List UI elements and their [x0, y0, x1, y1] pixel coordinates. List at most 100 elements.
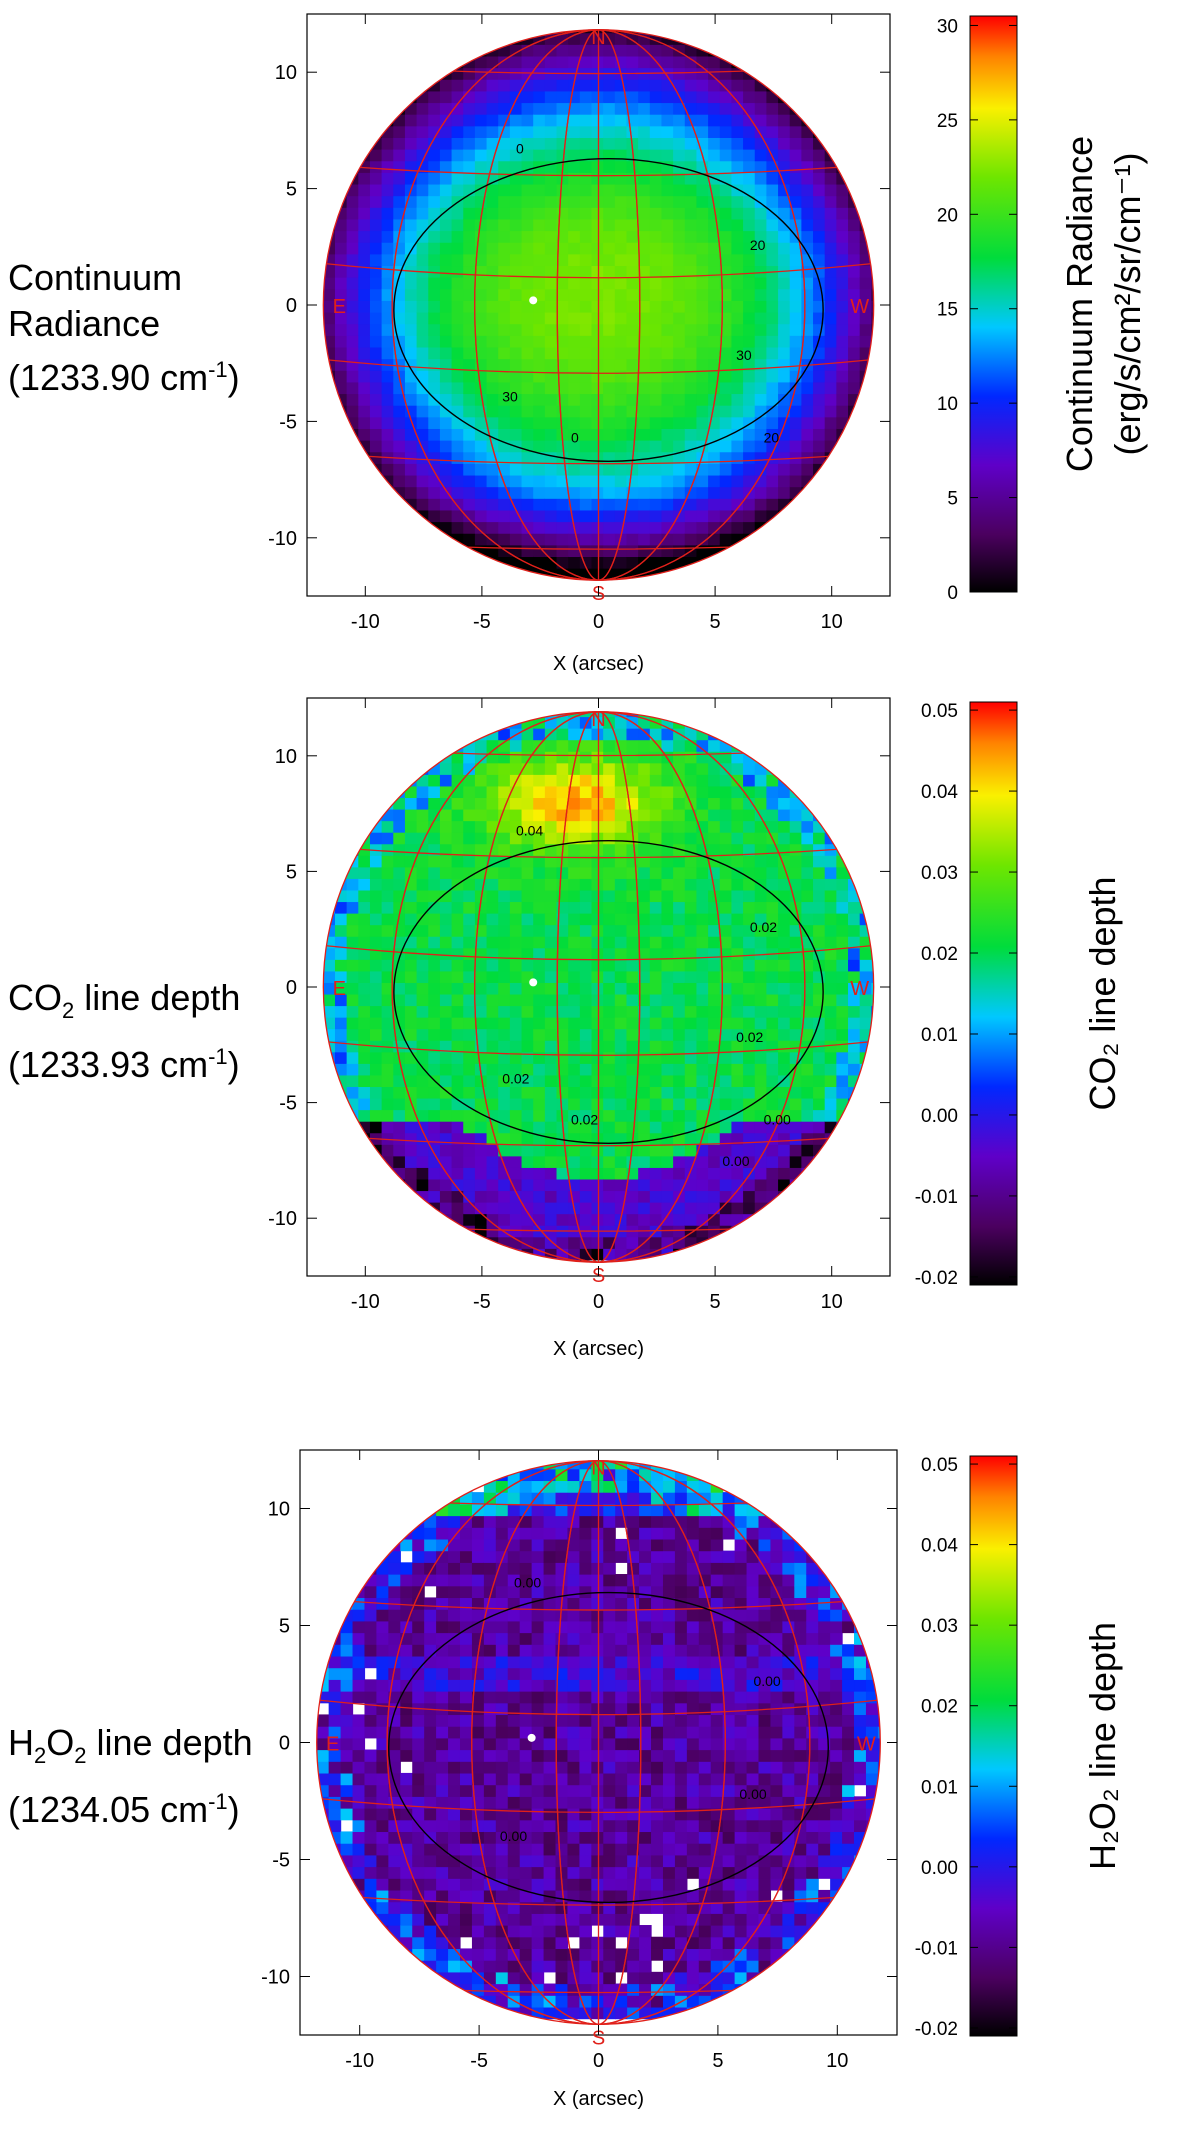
heatmap-cell	[358, 1097, 371, 1111]
heatmap-cell	[533, 416, 546, 429]
heatmap-cell	[533, 242, 546, 255]
heatmap-cell	[428, 993, 441, 1007]
heatmap-cell	[416, 1005, 429, 1018]
heatmap-cell	[428, 1063, 441, 1076]
heatmap-cell	[544, 300, 558, 313]
heatmap-cell	[579, 1028, 593, 1041]
heatmap-cell	[404, 149, 418, 162]
heatmap-cell	[673, 428, 686, 441]
heatmap-cell	[568, 323, 581, 336]
heatmap-cell	[859, 959, 872, 972]
heatmap-cell	[393, 901, 406, 914]
heatmap-cell	[626, 936, 639, 949]
heatmap-cell	[649, 1051, 663, 1064]
heatmap-cell	[451, 1074, 464, 1088]
heatmap-cell	[836, 218, 849, 232]
heatmap-cell	[778, 993, 791, 1007]
heatmap-cell	[696, 265, 709, 278]
heatmap-cell	[393, 230, 406, 243]
heatmap-cell	[498, 533, 511, 546]
heatmap-cell	[579, 102, 593, 115]
heatmap-cell	[439, 1017, 453, 1030]
heatmap-cell	[416, 901, 429, 914]
heatmap-cell	[708, 1178, 721, 1192]
heatmap-cell	[416, 114, 429, 127]
heatmap-cell	[568, 381, 581, 395]
heatmap-cell	[731, 889, 744, 903]
heatmap-cell	[393, 428, 406, 441]
heatmap-cell	[591, 172, 604, 185]
heatmap-cell	[439, 323, 453, 336]
heatmap-cell	[719, 1074, 733, 1088]
heatmap-cell	[614, 1040, 628, 1053]
heatmap-cell	[719, 300, 733, 313]
heatmap-cell	[404, 808, 418, 822]
heatmap-cell	[661, 90, 674, 104]
heatmap-cell	[463, 90, 476, 104]
heatmap-cell	[340, 1749, 354, 1762]
heatmap-cell	[673, 114, 686, 127]
heatmap-cell	[544, 428, 558, 441]
heatmap-cell	[801, 832, 814, 845]
heatmap-cell	[708, 428, 721, 441]
heatmap-cell	[451, 335, 464, 348]
heatmap-cell	[684, 1178, 698, 1192]
heatmap-cell	[533, 762, 546, 775]
heatmap-cell	[754, 405, 768, 418]
heatmap-cell	[638, 936, 651, 949]
heatmap-cell	[649, 335, 663, 348]
heatmap-cell	[439, 1005, 453, 1018]
heatmap-cell	[673, 855, 686, 868]
heatmap-cell	[416, 866, 429, 879]
heatmap-cell	[638, 1051, 651, 1064]
heatmap-cell	[439, 832, 453, 845]
side-label-line1: CO2 line depth	[8, 977, 241, 1024]
heatmap-cell	[824, 265, 837, 278]
heatmap-cell	[416, 183, 429, 197]
heatmap-cell	[428, 1178, 441, 1192]
heatmap-cell	[673, 195, 686, 208]
heatmap-cell	[533, 44, 546, 57]
heatmap-cell	[416, 149, 429, 162]
heatmap-cell	[568, 183, 581, 197]
heatmap-cell	[404, 970, 418, 983]
heatmap-cell	[603, 277, 616, 290]
heatmap-cell	[404, 1155, 418, 1168]
heatmap-cell	[381, 901, 394, 914]
heatmap-cell	[404, 820, 418, 833]
heatmap-cell	[352, 1749, 366, 1762]
heatmap-cell	[579, 440, 593, 453]
heatmap-cell	[579, 1248, 593, 1261]
heatmap-cell	[323, 300, 336, 313]
heatmap-cell	[731, 463, 744, 476]
colorbar-tick-label: -0.02	[915, 1268, 958, 1289]
heatmap-cell	[340, 1726, 354, 1739]
heatmap-cell	[813, 183, 826, 197]
heatmap-cell	[813, 172, 826, 185]
heatmap-cell	[498, 1017, 511, 1030]
heatmap-cell	[346, 393, 359, 406]
heatmap-cell	[591, 556, 604, 569]
heatmap-cell	[649, 1017, 663, 1030]
heatmap-cell	[661, 102, 674, 115]
heatmap-cell	[696, 901, 709, 914]
heatmap-cell	[428, 1017, 441, 1030]
heatmap-cell	[603, 125, 616, 138]
heatmap-cell	[743, 808, 756, 822]
heatmap-cell	[649, 1132, 663, 1145]
heatmap-cell	[754, 866, 768, 879]
heatmap-cell	[603, 195, 616, 208]
heatmap-cell	[778, 1097, 791, 1111]
heatmap-cell	[719, 440, 733, 453]
heatmap-cell	[486, 936, 499, 949]
heatmap-cell	[428, 172, 441, 185]
heatmap-cell	[743, 970, 756, 983]
heatmap-cell	[568, 924, 581, 937]
heatmap-cell	[743, 1202, 756, 1215]
heatmap-cell	[708, 323, 721, 336]
heatmap-cell	[486, 820, 499, 833]
heatmap-cell	[451, 1121, 464, 1134]
heatmap-cell	[381, 1097, 394, 1111]
heatmap-cell	[801, 993, 814, 1007]
heatmap-cell	[358, 936, 371, 949]
